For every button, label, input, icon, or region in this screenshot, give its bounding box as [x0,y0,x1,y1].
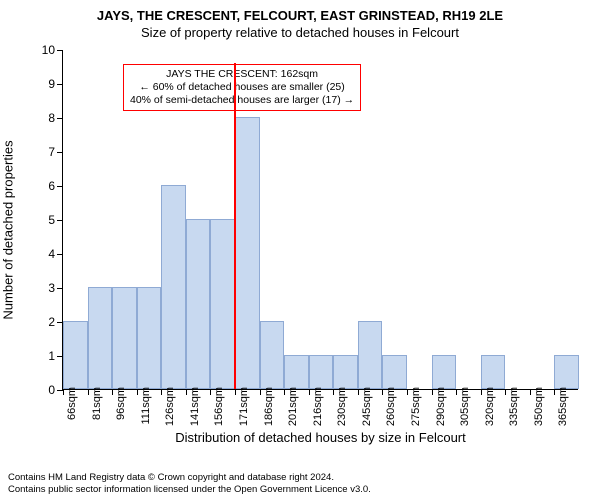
x-tick [161,389,162,395]
y-tick-label: 1 [35,349,55,363]
histogram-bar [210,219,235,389]
histogram-bar [358,321,383,389]
histogram-bar [63,321,88,389]
x-tick-label: 335sqm [508,387,520,426]
y-tick [57,152,63,153]
y-tick [57,186,63,187]
x-tick [554,389,555,395]
x-tick-label: 126sqm [164,387,176,426]
y-tick [57,118,63,119]
y-tick-label: 10 [35,43,55,57]
x-tick-label: 81sqm [91,387,103,420]
x-tick-label: 141sqm [189,387,201,426]
x-tick-label: 186sqm [263,387,275,426]
x-tick-label: 245sqm [361,387,373,426]
x-tick [210,389,211,395]
x-tick-label: 111sqm [140,387,152,425]
x-tick [63,389,64,395]
y-axis-label: Number of detached properties [1,140,16,319]
x-tick [260,389,261,395]
y-tick [57,220,63,221]
y-tick-label: 3 [35,281,55,295]
x-axis-label: Distribution of detached houses by size … [175,430,466,445]
x-tick-label: 201sqm [287,387,299,426]
histogram-bar [432,355,457,389]
x-tick [382,389,383,395]
y-tick-label: 8 [35,111,55,125]
x-tick-label: 290sqm [435,387,447,426]
x-tick-label: 350sqm [533,387,545,426]
histogram-bar [137,287,162,389]
chart-subtitle: Size of property relative to detached ho… [0,23,600,40]
chart-container: Number of detached properties JAYS THE C… [48,50,578,410]
annotation-box: JAYS THE CRESCENT: 162sqm ← 60% of detac… [123,64,361,111]
x-tick [309,389,310,395]
histogram-bar [554,355,579,389]
y-tick-label: 2 [35,315,55,329]
x-tick-label: 171sqm [238,387,250,426]
footer-credits: Contains HM Land Registry data © Crown c… [8,472,371,496]
y-tick-label: 0 [35,383,55,397]
histogram-bar [112,287,137,389]
histogram-bar [88,287,113,389]
y-tick-label: 7 [35,145,55,159]
x-tick [456,389,457,395]
x-tick [407,389,408,395]
x-tick-label: 365sqm [557,387,569,426]
marker-line [234,63,236,389]
y-tick [57,254,63,255]
x-tick-label: 96sqm [115,387,127,420]
y-tick-label: 9 [35,77,55,91]
x-tick-label: 275sqm [410,387,422,426]
x-tick [284,389,285,395]
chart-main-title: JAYS, THE CRESCENT, FELCOURT, EAST GRINS… [0,0,600,23]
x-tick-label: 216sqm [312,387,324,426]
histogram-bar [382,355,407,389]
histogram-bar [333,355,358,389]
histogram-bar [161,185,186,389]
x-tick [481,389,482,395]
footer-line2: Contains public sector information licen… [8,484,371,496]
x-tick-label: 230sqm [336,387,348,426]
histogram-bar [309,355,334,389]
x-tick-label: 66sqm [66,387,78,420]
histogram-bar [186,219,211,389]
x-tick [235,389,236,395]
x-tick [530,389,531,395]
histogram-bar [481,355,506,389]
y-tick [57,50,63,51]
x-tick [137,389,138,395]
y-tick-label: 5 [35,213,55,227]
x-tick [112,389,113,395]
y-tick-label: 6 [35,179,55,193]
histogram-bar [235,117,260,389]
x-tick-label: 305sqm [459,387,471,426]
y-tick-label: 4 [35,247,55,261]
x-tick [333,389,334,395]
histogram-bar [260,321,285,389]
x-tick [186,389,187,395]
x-tick [505,389,506,395]
annotation-line3: 40% of semi-detached houses are larger (… [130,94,354,107]
x-tick [88,389,89,395]
x-tick-label: 156sqm [213,387,225,426]
x-tick [358,389,359,395]
histogram-bar [284,355,309,389]
y-tick [57,288,63,289]
plot-area: JAYS THE CRESCENT: 162sqm ← 60% of detac… [62,50,578,390]
x-tick-label: 320sqm [484,387,496,426]
x-tick [432,389,433,395]
x-tick-label: 260sqm [385,387,397,426]
annotation-line2: ← 60% of detached houses are smaller (25… [130,81,354,94]
annotation-line1: JAYS THE CRESCENT: 162sqm [130,68,354,81]
footer-line1: Contains HM Land Registry data © Crown c… [8,472,371,484]
y-tick [57,84,63,85]
